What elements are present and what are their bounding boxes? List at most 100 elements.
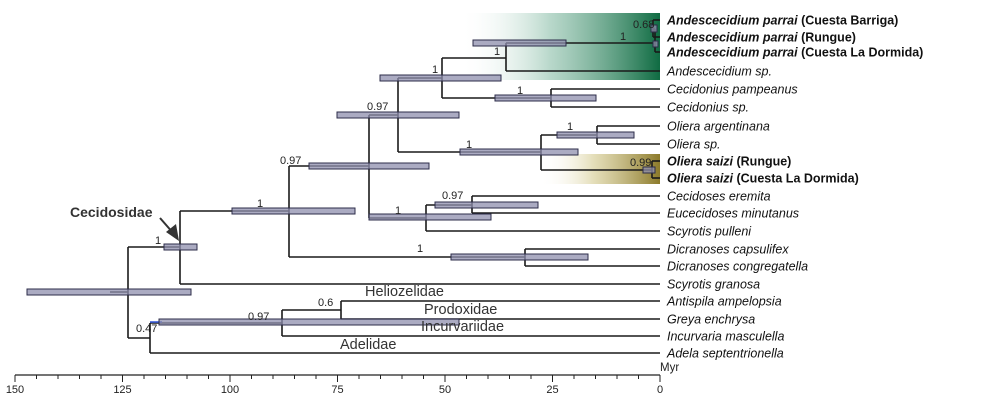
oliera-saizi-highlight [540, 154, 660, 184]
taxon-name: Andescecidium parrai [666, 46, 798, 60]
taxon-name: Oliera saizi [667, 155, 734, 169]
axis-tick-label: 100 [221, 384, 239, 395]
clade-label-cecidosidae: Cecidosidae [70, 204, 153, 220]
ci-bar [450, 253, 589, 261]
ci-bar [650, 24, 658, 33]
ci-bar [231, 207, 356, 215]
support-value: 1 [466, 139, 472, 151]
support-value: 1 [517, 85, 523, 97]
taxon-label: Dicranoses congregatella [667, 260, 808, 274]
support-value: 0.68 [633, 19, 654, 31]
support-value: 0.6 [318, 297, 333, 309]
ci-bar [158, 318, 460, 326]
ci-bar [459, 148, 579, 156]
ci-bar [368, 213, 492, 221]
axis-tick-label: 50 [439, 384, 451, 395]
taxon-locality: (Cuesta La Dormida) [733, 172, 859, 186]
confidence-bars [26, 24, 659, 326]
support-value: 0.97 [280, 155, 301, 167]
taxon-name: Scyrotis granosa [667, 278, 760, 292]
taxon-label: Oliera sp. [667, 138, 721, 152]
taxon-name: Dicranoses congregatella [667, 260, 808, 274]
taxon-name: Incurvaria masculella [667, 330, 784, 344]
taxon-name: Cecidonius pampeanus [667, 83, 798, 97]
taxon-label: Eucecidoses minutanus [667, 207, 799, 221]
taxon-name: Andescecidium sp. [666, 65, 772, 79]
taxon-label: Antispila ampelopsia [666, 295, 782, 309]
support-value: 1 [620, 31, 626, 43]
taxon-labels: Andescecidium parrai (Cuesta Barriga)And… [666, 14, 923, 361]
taxon-locality: (Cuesta Barriga) [798, 14, 899, 28]
taxon-name: Adela septentrionella [666, 347, 784, 361]
taxon-name: Cecidonius sp. [667, 101, 749, 115]
ci-bar [434, 201, 539, 209]
taxon-name: Oliera argentinana [667, 120, 770, 134]
taxon-name: Scyrotis pulleni [667, 225, 752, 239]
ci-bar [308, 162, 430, 170]
ci-bar [642, 166, 656, 174]
taxon-name: Eucecidoses minutanus [667, 207, 799, 221]
ci-bar [652, 40, 659, 48]
support-value: 1 [395, 205, 401, 217]
family-label-prodoxidae: Prodoxidae [424, 302, 497, 318]
taxon-label: Scyrotis granosa [667, 278, 760, 292]
support-value: 0.99 [630, 157, 651, 169]
support-value: 1 [417, 243, 423, 255]
taxon-name: Oliera sp. [667, 138, 721, 152]
taxon-name: Dicranoses capsulifex [667, 243, 789, 257]
taxon-label: Oliera saizi (Rungue) [667, 155, 791, 169]
support-value: 0.97 [367, 101, 388, 113]
ci-bar [556, 131, 635, 139]
taxon-locality: (Cuesta La Dormida) [798, 46, 924, 60]
ci-bar [379, 74, 502, 82]
family-label-adelidae: Adelidae [340, 337, 396, 353]
support-value: 0.97 [248, 311, 269, 323]
time-axis: 150 125 100 75 50 25 0 Myr [6, 362, 680, 395]
taxon-label: Cecidonius sp. [667, 101, 749, 115]
taxon-label: Greya enchrysa [667, 313, 755, 327]
ci-bar [336, 111, 460, 119]
axis-tick-label: 0 [657, 384, 663, 395]
taxon-locality: (Rungue) [733, 155, 791, 169]
taxon-name: Greya enchrysa [667, 313, 755, 327]
taxon-label: Scyrotis pulleni [667, 225, 752, 239]
support-value: 1 [494, 46, 500, 58]
support-value: 0.97 [442, 190, 463, 202]
support-value: 1 [257, 198, 263, 210]
taxon-name: Andescecidium parrai [666, 14, 798, 28]
taxon-name: Cecidoses eremita [667, 190, 771, 204]
cecidosidae-arrow-icon [159, 217, 179, 241]
family-label-incurvariidae: Incurvariidae [421, 319, 504, 335]
taxon-label: Cecidonius pampeanus [667, 83, 798, 97]
ci-bar [163, 243, 198, 251]
support-value: 0.47 [136, 323, 157, 335]
ci-bar [494, 94, 597, 102]
axis-tick-label: 25 [546, 384, 558, 395]
taxon-label: Oliera argentinana [667, 120, 770, 134]
ci-bar [472, 39, 567, 47]
taxon-label: Andescecidium parrai (Rungue) [666, 31, 856, 45]
axis-tick-label: 75 [331, 384, 343, 395]
support-values: 0.68 1 1 1 0.97 1 1 1 0.99 0.97 0.97 1 1… [136, 19, 654, 335]
taxon-locality: (Rungue) [798, 31, 856, 45]
support-value: 1 [567, 121, 573, 133]
taxon-name: Oliera saizi [667, 172, 734, 186]
taxon-label: Dicranoses capsulifex [667, 243, 789, 257]
support-value: 1 [432, 64, 438, 76]
taxon-label: Oliera saizi (Cuesta La Dormida) [667, 172, 859, 186]
taxon-name: Antispila ampelopsia [666, 295, 782, 309]
taxon-label: Adela septentrionella [666, 347, 784, 361]
taxon-label: Andescecidium parrai (Cuesta Barriga) [666, 14, 898, 28]
family-label-heliozelidae: Heliozelidae [365, 284, 444, 300]
taxon-label: Andescecidium sp. [666, 65, 772, 79]
support-value-cecidosidae: 1 [155, 235, 161, 247]
axis-tick-label: 150 [6, 384, 24, 395]
taxon-label: Incurvaria masculella [667, 330, 784, 344]
taxon-label: Andescecidium parrai (Cuesta La Dormida) [666, 46, 923, 60]
axis-tick-label: 125 [113, 384, 131, 395]
taxon-label: Cecidoses eremita [667, 190, 771, 204]
taxon-name: Andescecidium parrai [666, 31, 798, 45]
ci-bar [26, 288, 192, 296]
axis-unit: Myr [660, 362, 679, 374]
